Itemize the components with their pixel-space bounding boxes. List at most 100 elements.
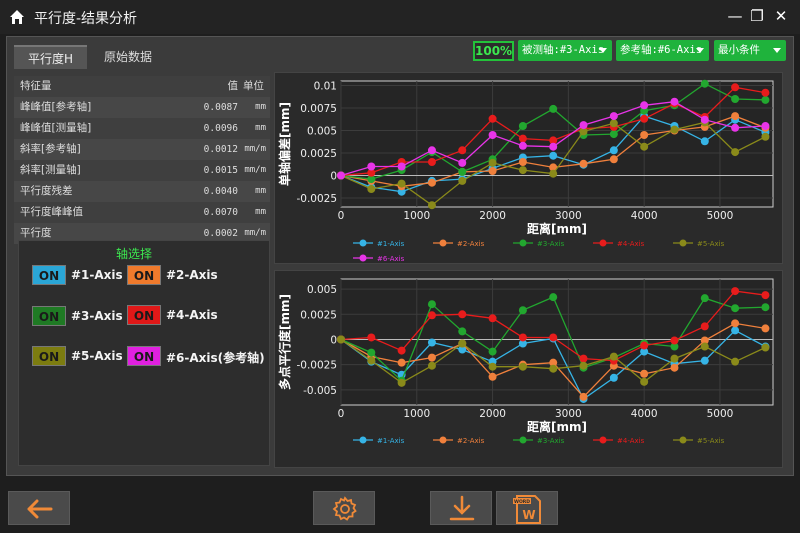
legend-marker: [359, 254, 367, 262]
data-point: [700, 79, 709, 88]
home-icon[interactable]: [9, 9, 25, 25]
data-point: [640, 114, 649, 123]
data-point: [609, 352, 618, 361]
word-export-button[interactable]: WORD W: [496, 491, 558, 525]
data-point: [458, 310, 467, 319]
tab-parallelism[interactable]: 平行度H: [14, 45, 87, 69]
legend-label: #4-Axis: [617, 240, 645, 248]
data-point: [731, 148, 740, 157]
x-tick-label: 3000: [555, 210, 582, 222]
back-button[interactable]: [8, 491, 70, 525]
y-tick-label: 0.005: [307, 126, 337, 138]
bottom-bar: [0, 480, 800, 533]
data-point: [579, 121, 588, 130]
data-point: [640, 101, 649, 110]
legend-label: #4-Axis: [617, 437, 645, 445]
data-point: [700, 356, 709, 365]
row-value: 0.0015: [203, 165, 238, 176]
axis-2-toggle[interactable]: ON: [127, 265, 161, 285]
data-point: [640, 142, 649, 151]
reference-axis-dropdown[interactable]: 参考轴:#6-Axis: [616, 40, 709, 61]
legend-marker: [359, 436, 367, 444]
row-name: 平行度残差: [20, 185, 73, 197]
maximize-button[interactable]: ❐: [750, 7, 764, 25]
x-tick-label: 1000: [403, 408, 430, 420]
data-point: [670, 342, 679, 351]
data-point: [761, 88, 770, 97]
y-tick-label: 0: [330, 334, 337, 346]
settings-button[interactable]: [313, 491, 375, 525]
data-point: [518, 333, 527, 342]
row-unit: mm: [255, 207, 266, 217]
data-point: [609, 146, 618, 155]
data-point: [640, 347, 649, 356]
condition-dropdown[interactable]: 最小条件: [714, 40, 786, 61]
data-point: [458, 345, 467, 354]
data-point: [549, 104, 558, 113]
chevron-down-icon: [696, 48, 704, 53]
data-point: [458, 327, 467, 336]
tab-raw-data[interactable]: 原始数据: [103, 50, 152, 64]
x-tick-label: 2000: [479, 210, 506, 222]
row-name: 峰峰值[测量轴]: [20, 122, 92, 134]
data-point: [427, 201, 436, 210]
legend-marker: [359, 239, 367, 247]
data-point: [549, 169, 558, 178]
row-value: 0.0040: [203, 186, 238, 197]
data-point: [640, 341, 649, 350]
data-point: [518, 134, 527, 143]
legend-label: #2-Axis: [457, 437, 485, 445]
data-point: [731, 326, 740, 335]
data-point: [579, 127, 588, 136]
data-point: [609, 119, 618, 128]
data-point: [761, 95, 770, 104]
table-row: 峰峰值[测量轴] 0.0096 mm: [14, 118, 270, 139]
word-letter: W: [522, 508, 535, 522]
data-point: [337, 171, 345, 180]
data-point: [609, 155, 618, 164]
data-point: [761, 303, 770, 312]
download-icon: [449, 495, 475, 521]
axis-6-toggle[interactable]: ON: [127, 346, 161, 366]
header-unit: 单位: [243, 80, 264, 92]
data-point: [367, 348, 376, 357]
legend-marker: [679, 239, 687, 247]
axis-4-toggle[interactable]: ON: [127, 305, 161, 325]
axis-2-label: #2-Axis: [166, 268, 218, 282]
axis-5-toggle[interactable]: ON: [32, 346, 66, 366]
row-name: 斜率[参考轴]: [20, 143, 81, 155]
x-axis-label: 距离[mm]: [527, 419, 587, 434]
close-button[interactable]: ✕: [774, 7, 788, 25]
axis-1-toggle[interactable]: ON: [32, 265, 66, 285]
data-point: [397, 378, 406, 387]
data-point: [427, 158, 436, 166]
condition-label: 最小条件: [718, 44, 760, 56]
x-tick-label: 5000: [707, 210, 734, 222]
legend-label: #3-Axis: [537, 437, 565, 445]
measured-axis-dropdown[interactable]: 被测轴:#3-Axis: [518, 40, 612, 61]
data-point: [427, 338, 436, 347]
data-point: [700, 115, 709, 124]
data-point: [518, 306, 527, 315]
x-tick-label: 0: [338, 408, 345, 420]
data-point: [367, 185, 376, 193]
table-row: 峰峰值[参考轴] 0.0087 mm: [14, 97, 270, 118]
download-button[interactable]: [430, 491, 492, 525]
row-unit: mm/m: [244, 165, 266, 175]
word-tag: WORD: [514, 499, 530, 505]
row-unit: mm/m: [244, 144, 266, 154]
y-axis-label: 单轴偏差[mm]: [277, 102, 292, 186]
y-tick-label: -0.0025: [296, 193, 337, 205]
data-point: [518, 158, 527, 166]
axis-3-toggle[interactable]: ON: [32, 306, 66, 326]
reference-axis-label: 参考轴:#6-Axis: [620, 44, 703, 56]
legend-marker: [679, 436, 687, 444]
data-point: [458, 176, 467, 185]
row-value: 0.0070: [203, 207, 238, 218]
data-point: [640, 369, 649, 378]
chevron-down-icon: [599, 48, 607, 53]
chart-svg: 0 1000 2000 3000 4000 5000-0.002500.00250.005…: [277, 79, 774, 263]
data-point: [761, 291, 770, 300]
minimize-button[interactable]: —: [727, 7, 743, 25]
data-point: [458, 146, 467, 155]
